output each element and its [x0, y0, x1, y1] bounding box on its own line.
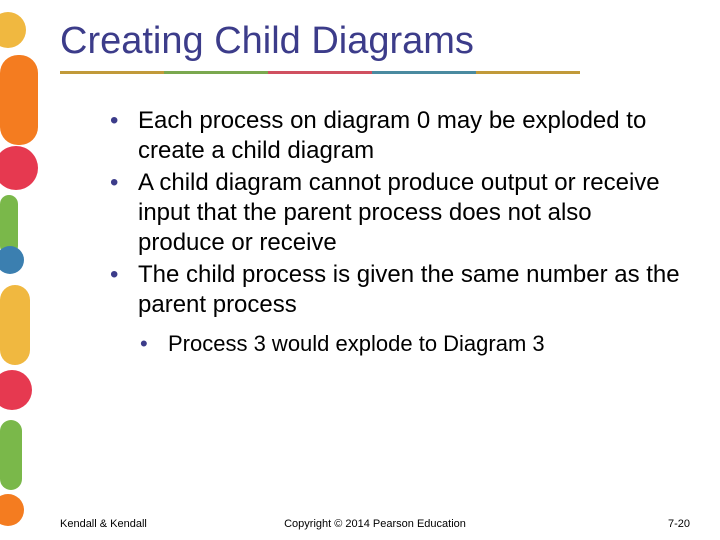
decorative-sidebar	[0, 0, 38, 540]
bullet-item: Each process on diagram 0 may be explode…	[110, 106, 680, 166]
sub-bullet-item: Process 3 would explode to Diagram 3	[140, 330, 680, 359]
title-underline	[60, 71, 580, 74]
bullet-list: Each process on diagram 0 may be explode…	[110, 106, 680, 359]
bullet-item: The child process is given the same numb…	[110, 260, 680, 320]
bullet-item: A child diagram cannot produce output or…	[110, 168, 680, 258]
footer-page-number: 7-20	[668, 518, 690, 530]
sidebar-shapes	[0, 0, 38, 540]
footer-copyright: Copyright © 2014 Pearson Education	[60, 518, 690, 530]
slide-content: Creating Child Diagrams Each process on …	[60, 20, 690, 359]
slide-title: Creating Child Diagrams	[60, 20, 690, 63]
